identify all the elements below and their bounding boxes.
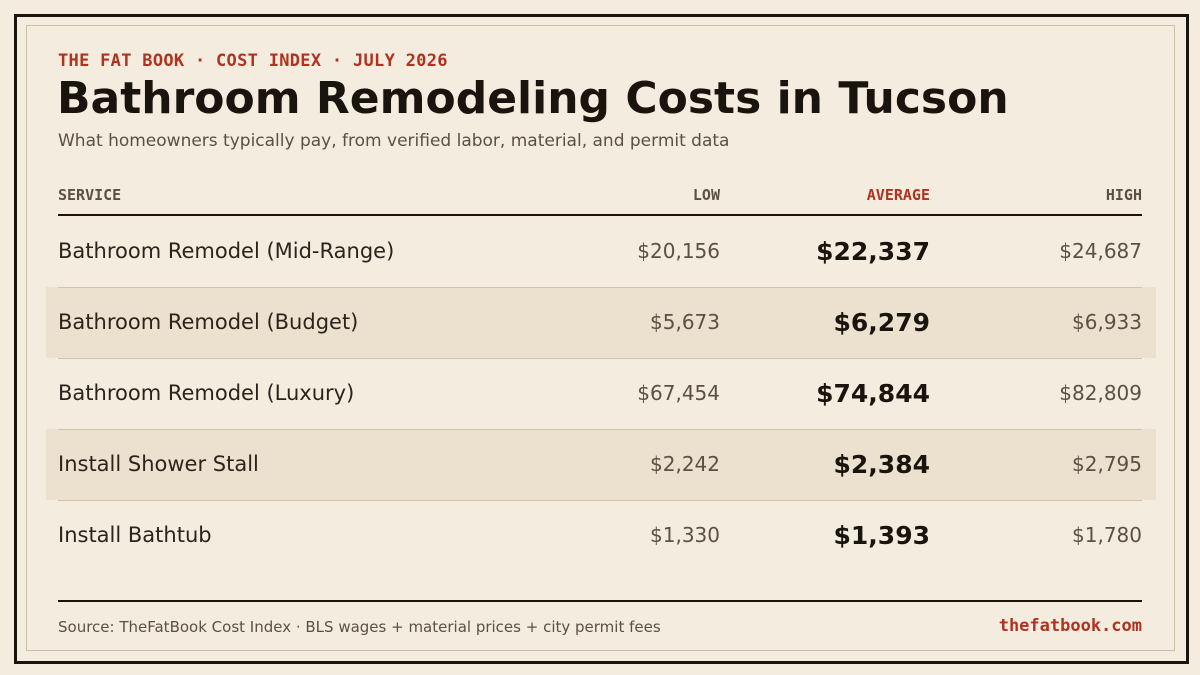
table-row: Bathroom Remodel (Luxury) $67,454 $74,84…	[46, 358, 1156, 429]
row-divider	[58, 500, 1142, 501]
high-price: $2,795	[1072, 452, 1142, 476]
row-divider	[58, 429, 1142, 430]
column-header-service: SERVICE	[58, 186, 122, 204]
low-price: $1,330	[650, 523, 720, 547]
high-price: $6,933	[1072, 310, 1142, 334]
high-price: $1,780	[1072, 523, 1142, 547]
low-price: $2,242	[650, 452, 720, 476]
table-row: Bathroom Remodel (Mid-Range) $20,156 $22…	[46, 216, 1156, 287]
average-price: $74,844	[816, 379, 930, 408]
column-header-average: AVERAGE	[866, 186, 930, 204]
average-price: $6,279	[833, 308, 930, 337]
footer-rule	[58, 600, 1142, 602]
column-header-low: LOW	[692, 186, 720, 204]
table-row: Install Bathtub $1,330 $1,393 $1,780	[46, 500, 1156, 571]
average-price: $2,384	[833, 450, 930, 479]
source-note: Source: TheFatBook Cost Index · BLS wage…	[58, 618, 661, 636]
service-name: Bathroom Remodel (Luxury)	[58, 381, 355, 405]
inner-frame	[26, 25, 1175, 651]
low-price: $67,454	[637, 381, 720, 405]
outer-frame	[14, 14, 1189, 664]
service-name: Bathroom Remodel (Mid-Range)	[58, 239, 395, 263]
service-name: Install Shower Stall	[58, 452, 259, 476]
table-row: Bathroom Remodel (Budget) $5,673 $6,279 …	[46, 287, 1156, 358]
service-name: Install Bathtub	[58, 523, 212, 547]
page-subtitle: What homeowners typically pay, from veri…	[58, 131, 730, 151]
low-price: $20,156	[637, 239, 720, 263]
low-price: $5,673	[650, 310, 720, 334]
average-price: $22,337	[816, 237, 930, 266]
high-price: $82,809	[1059, 381, 1142, 405]
row-divider	[58, 358, 1142, 359]
column-header-high: HIGH	[1105, 186, 1142, 204]
page-title: Bathroom Remodeling Costs in Tucson	[57, 73, 1009, 124]
site-link[interactable]: thefatbook.com	[998, 616, 1142, 636]
average-price: $1,393	[833, 521, 930, 550]
service-name: Bathroom Remodel (Budget)	[58, 310, 359, 334]
kicker: THE FAT BOOK · COST INDEX · JULY 2026	[58, 51, 448, 71]
table-row: Install Shower Stall $2,242 $2,384 $2,79…	[46, 429, 1156, 500]
high-price: $24,687	[1059, 239, 1142, 263]
header-rule	[58, 214, 1142, 216]
row-divider	[58, 287, 1142, 288]
